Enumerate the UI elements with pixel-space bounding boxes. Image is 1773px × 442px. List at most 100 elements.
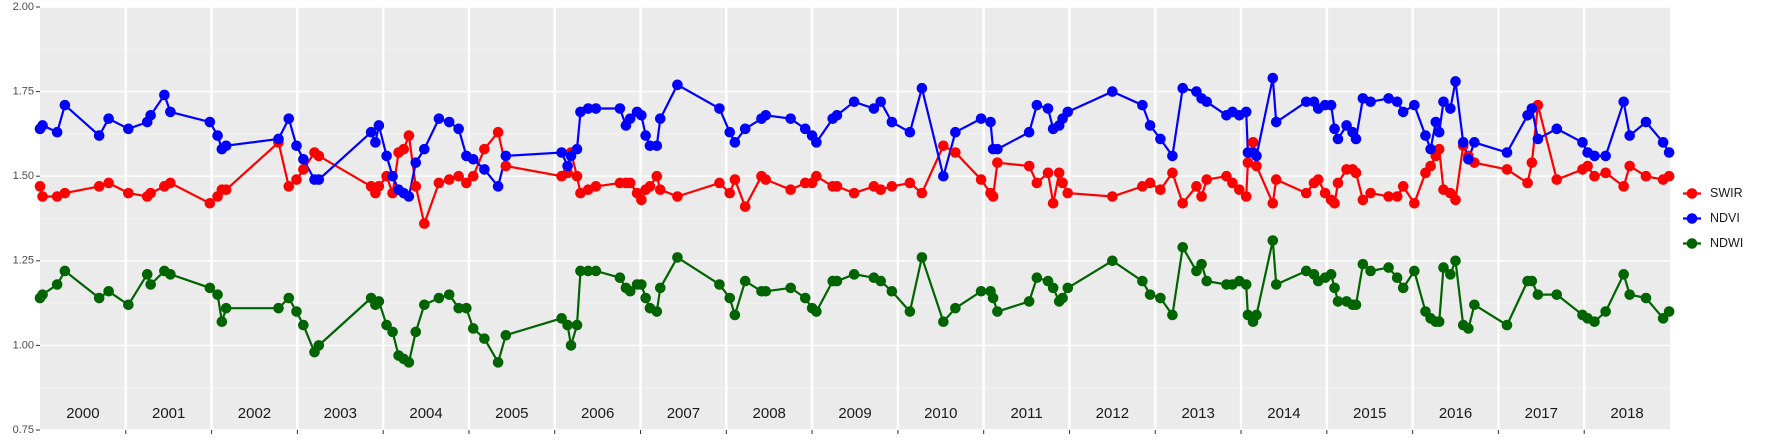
point [590,265,602,277]
point [1251,150,1262,162]
point [562,160,573,172]
point [1657,137,1669,148]
point [1391,96,1403,108]
point [760,174,772,185]
point [1433,126,1445,138]
point [1365,187,1376,199]
y-tick-label: 1.75 [13,86,34,98]
point [785,113,796,124]
point [1177,82,1189,94]
point [831,109,843,121]
point [59,99,71,111]
point [975,113,987,124]
point [433,292,445,304]
point [1383,262,1394,273]
point [461,177,472,189]
point [283,292,295,304]
point [1031,99,1043,111]
point [93,292,105,304]
point [739,201,751,212]
point [212,130,223,141]
point [1242,157,1254,168]
legend-label: NDWI [1710,236,1743,250]
point [640,292,651,304]
point [739,123,751,135]
point [1167,167,1178,179]
point [1618,269,1629,280]
point [1532,133,1544,145]
point [1053,167,1065,179]
point [216,316,228,328]
point [1137,275,1148,287]
point [37,191,48,202]
point [433,113,445,124]
point [624,177,636,189]
point [1469,299,1480,311]
point [1640,170,1652,182]
point [614,103,626,114]
point [1600,150,1611,162]
point [636,194,647,206]
x-tick-label: 2014 [1267,405,1300,422]
point [1319,187,1331,199]
point [992,157,1003,168]
point [410,157,422,168]
point [848,187,860,199]
point [1031,177,1043,189]
point [938,140,949,152]
point [398,143,410,155]
point [1430,116,1442,128]
point [875,275,887,287]
point [479,164,490,175]
point [811,170,822,182]
point [672,79,683,91]
point [1663,170,1675,182]
point [443,174,455,185]
point [1107,86,1118,97]
point [1397,282,1409,294]
point [575,265,586,277]
point [640,130,651,141]
point [1624,289,1635,300]
point [875,96,887,108]
point [291,174,302,185]
x-tick-label: 2003 [324,405,357,422]
point [1047,282,1059,294]
point [724,187,736,199]
point [1526,275,1538,287]
point [644,181,656,192]
point [886,285,898,297]
point [1341,120,1352,131]
legend-marker [1686,238,1698,249]
point [51,126,63,138]
point [1191,181,1202,192]
x-tick-label: 2007 [667,405,700,422]
point [1391,191,1403,202]
point [1582,160,1593,172]
point [1155,133,1166,145]
point [571,319,583,331]
point [212,289,223,300]
point [1618,96,1629,108]
point [419,143,430,155]
point [283,113,295,124]
point [811,137,822,148]
point [37,120,48,131]
point [614,272,626,284]
x-tick-label: 2016 [1439,405,1472,422]
point [1247,137,1259,148]
point [283,181,295,192]
point [739,275,751,287]
point [1177,197,1189,209]
x-tick-label: 2015 [1353,405,1386,422]
legend-label: NDVI [1710,211,1740,225]
point [453,302,464,314]
point [654,184,666,196]
point [1551,123,1563,135]
point [1167,309,1178,321]
point [1023,296,1035,307]
point [410,181,422,192]
point [1107,255,1118,267]
